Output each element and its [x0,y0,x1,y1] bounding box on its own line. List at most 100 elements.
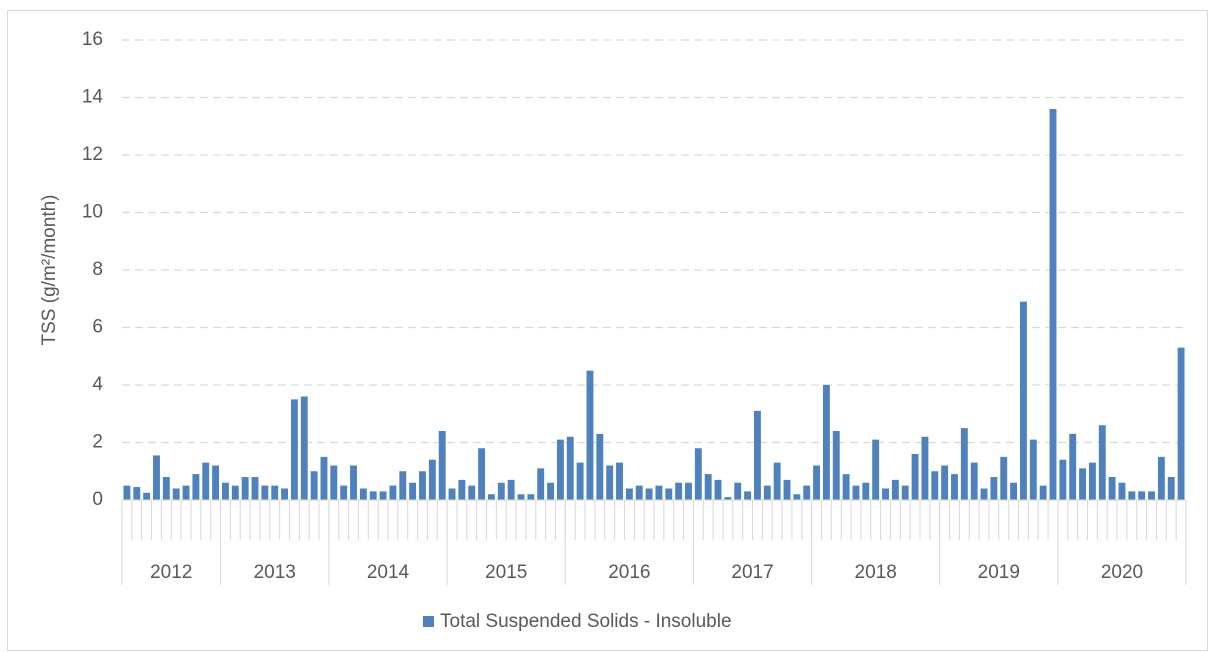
bar [891,479,899,500]
y-tick-label: 8 [92,259,103,280]
bar [350,465,357,500]
bar [221,482,229,500]
bar [1167,477,1175,500]
bar [970,462,978,500]
bar [369,491,377,500]
bar [271,485,279,500]
bar [882,488,889,500]
bar [704,474,712,500]
bar [822,385,830,500]
bar [911,454,919,500]
bar [862,482,870,500]
y-tick-label: 0 [92,489,103,510]
bar [951,474,958,500]
chart-frame [7,10,1208,651]
bar [685,482,692,500]
bar [133,487,141,500]
y-tick-label: 10 [82,202,103,223]
bar [606,465,614,500]
bar [842,474,850,500]
bar [1069,433,1077,500]
bar [941,465,949,500]
bar [182,485,190,500]
bar [576,462,584,500]
bar [1059,459,1067,500]
x-group-label: 2017 [731,562,773,583]
bar [813,465,821,500]
bar [793,494,801,500]
bar [320,456,328,500]
bar [478,448,486,500]
bar [675,482,683,500]
bar [616,462,623,500]
bar [744,491,752,500]
bar [635,485,643,500]
bar [1039,485,1047,500]
bar [1019,301,1027,500]
bar [428,459,436,500]
bar [153,455,160,500]
bar [566,436,574,500]
bar [1157,456,1165,500]
x-group-label: 2016 [608,562,650,583]
bar [359,488,367,500]
bar [123,485,131,500]
legend-swatch [423,616,434,627]
bar [1010,482,1018,500]
bar [852,485,860,500]
x-group-label: 2018 [855,562,897,583]
bar [734,482,742,500]
bar [527,494,535,500]
bar [872,439,880,500]
bar [1079,468,1087,500]
bar [310,471,318,500]
bar [1088,462,1096,500]
x-group-label: 2013 [254,562,296,583]
bar [547,482,555,500]
bar [487,494,495,500]
bar [261,485,269,500]
bar [468,485,476,500]
x-group-label: 2020 [1101,562,1143,583]
bar [409,482,417,500]
bar [753,410,761,500]
bar [1108,477,1116,500]
bar [586,370,594,500]
bar [1098,425,1106,500]
bar [448,488,456,500]
x-group-label: 2012 [150,562,192,583]
bar [763,485,771,500]
bar [803,485,811,500]
bar [783,479,791,500]
bar [655,485,663,500]
bar [241,477,249,500]
bar [192,474,200,500]
bar [251,477,259,500]
bar [773,462,781,500]
bar [172,488,180,500]
bar [556,439,564,500]
bar [162,477,170,500]
bar [980,488,988,500]
y-tick-label: 6 [92,317,103,338]
bar [143,492,151,500]
bar [625,488,633,500]
bar [389,485,397,500]
bar [379,491,387,500]
y-axis-label: TSS (g/m²/month) [39,195,60,346]
bar [330,465,338,500]
bar [1128,491,1136,500]
y-tick-label: 12 [82,144,103,165]
y-tick-label: 4 [92,374,103,395]
bar [399,471,407,500]
bar [281,488,289,500]
bar [960,428,968,500]
bar [419,471,426,500]
legend-item: Total Suspended Solids - Insoluble [423,611,732,632]
bar [458,479,466,500]
bar [1138,491,1146,500]
bar [1049,109,1057,500]
bar [931,471,939,500]
bar [290,399,298,500]
